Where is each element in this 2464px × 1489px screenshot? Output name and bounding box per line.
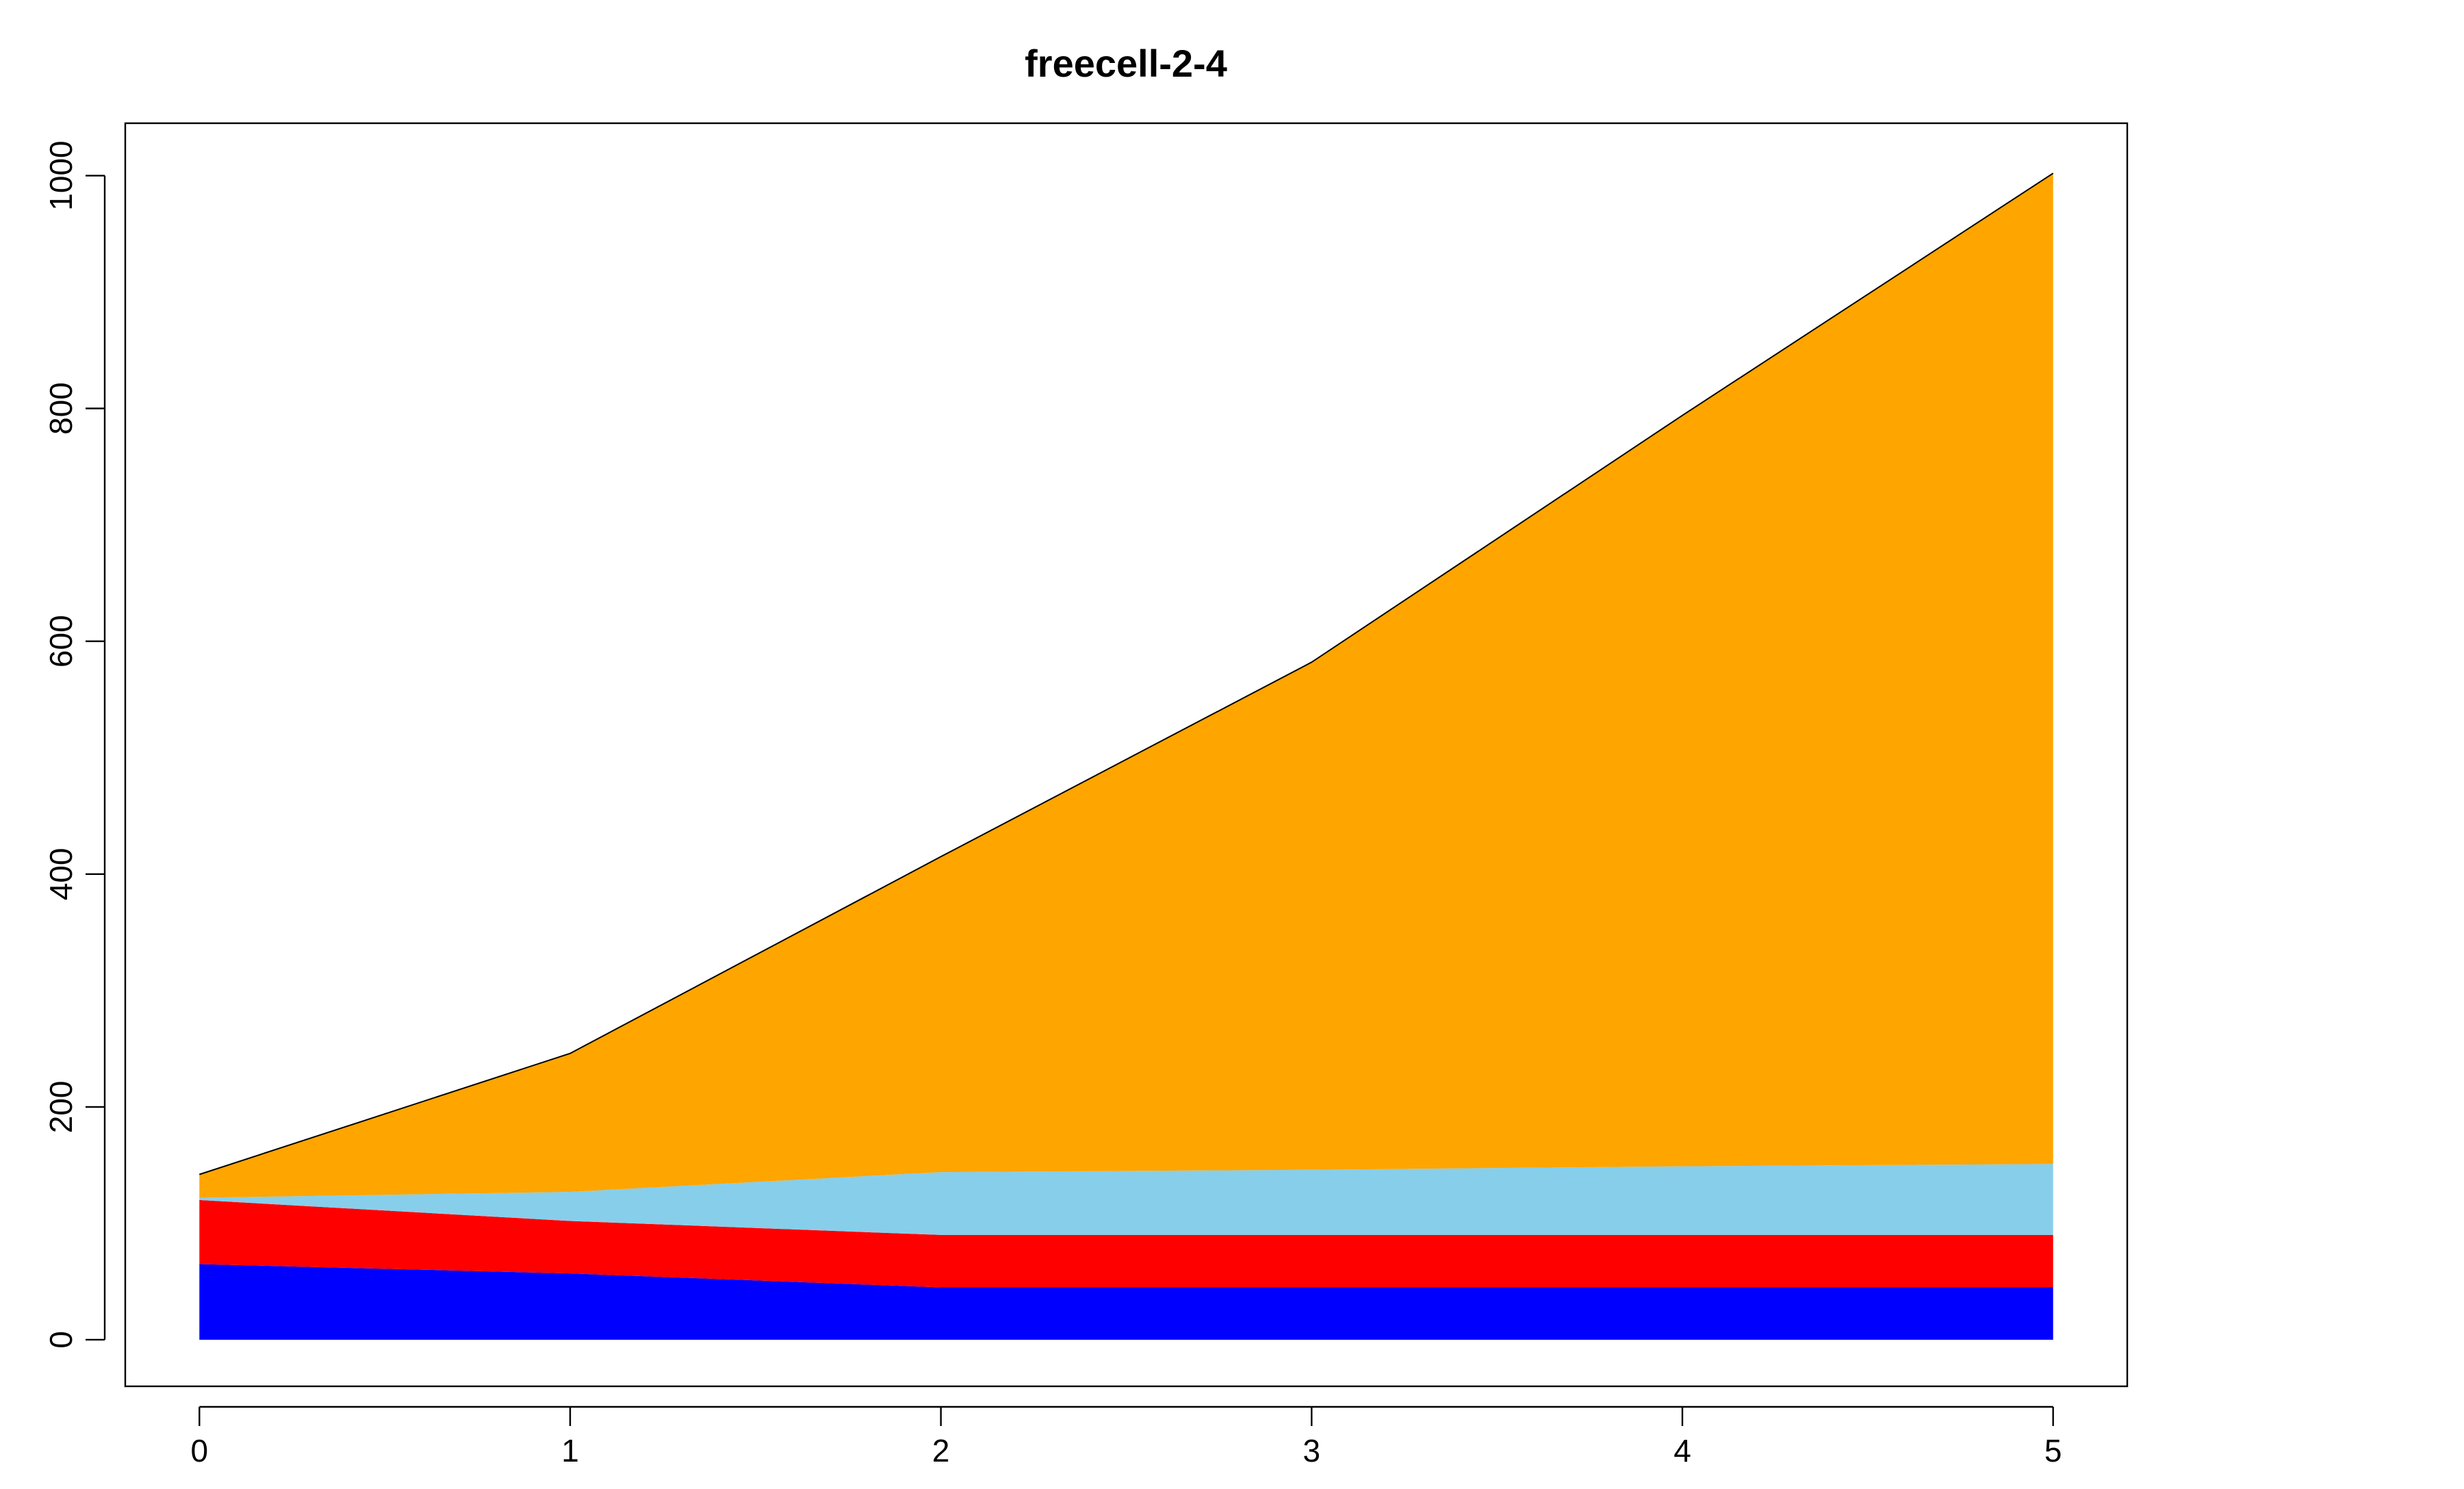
x-axis: 0 1 2 3 4 5 bbox=[191, 1405, 2062, 1468]
y-tick-label: 1000 bbox=[43, 140, 79, 210]
y-tick-label: 0 bbox=[43, 1331, 79, 1349]
y-tick-label: 200 bbox=[43, 1081, 79, 1134]
x-tick-label: 1 bbox=[561, 1433, 579, 1468]
y-tick-label: 800 bbox=[43, 382, 79, 435]
area-series-group bbox=[198, 173, 2054, 1340]
y-tick-label: 600 bbox=[43, 615, 79, 667]
x-tick-label: 4 bbox=[1673, 1433, 1691, 1468]
area-series-3 bbox=[199, 1164, 2053, 1235]
x-tick-label: 0 bbox=[191, 1433, 209, 1468]
x-tick-label: 5 bbox=[2044, 1433, 2062, 1468]
area-series-2 bbox=[199, 1199, 2053, 1288]
area-series-4 bbox=[199, 173, 2053, 1198]
y-axis: 0 200 400 600 800 1000 bbox=[43, 140, 106, 1349]
y-tick-label: 400 bbox=[43, 848, 79, 900]
chart-title: freecell-2-4 bbox=[1025, 42, 1227, 85]
x-tick-label: 2 bbox=[932, 1433, 950, 1468]
stack-top-outline bbox=[198, 173, 2054, 1175]
area-series-1 bbox=[199, 1264, 2053, 1340]
x-tick-label: 3 bbox=[1303, 1433, 1321, 1468]
plot-frame bbox=[124, 122, 2129, 1388]
